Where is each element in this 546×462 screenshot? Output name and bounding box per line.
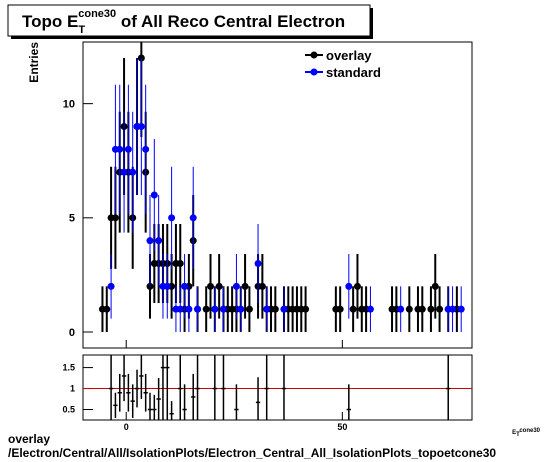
legend-label: standard [326,65,381,80]
y-tick-label: 0 [69,327,75,339]
chart-title: Topo ETcone30 of All Reco Central Electr… [22,8,345,36]
marker [418,305,426,313]
marker [427,305,435,313]
marker [254,260,262,268]
marker [449,305,457,313]
marker [237,305,245,313]
legend-label: overlay [326,48,372,63]
marker [176,305,184,313]
marker [129,168,137,176]
marker [302,305,310,313]
marker [150,191,158,199]
footer-line2: /Electron/Central/All/IsolationPlots/Ele… [8,446,496,460]
y-axis-label: Entries [27,42,41,83]
legend-marker [310,68,318,76]
marker [215,282,223,290]
marker [116,145,124,153]
x-tick-label: 50 [337,422,347,432]
main-frame [82,41,473,349]
y-tick-label: 10 [63,99,75,111]
marker [207,282,215,290]
marker [124,145,132,153]
marker [163,282,171,290]
y-tick-label: 1 [70,384,75,394]
marker [168,214,176,222]
x-tick-label: 0 [124,422,129,432]
marker [142,145,150,153]
ratio-frame [82,354,473,421]
marker [146,237,154,245]
marker [189,214,197,222]
marker [155,237,163,245]
marker [345,282,353,290]
y-tick-label: 5 [69,213,75,225]
marker [137,122,145,130]
marker [194,305,202,313]
marker [111,214,119,222]
marker [397,305,405,313]
marker [176,260,184,268]
marker [107,282,115,290]
marker [405,305,413,313]
marker [185,305,193,313]
y-tick-label: 1.5 [62,363,75,373]
marker [103,305,111,313]
footer-line1: overlay [8,432,50,446]
marker [436,305,444,313]
x-axis-label: ETcone30 [512,428,541,438]
marker [366,305,374,313]
marker [120,168,128,176]
legend-marker [310,51,318,59]
marker [349,305,357,313]
y-tick-label: 0.5 [62,405,75,415]
marker [232,282,240,290]
marker [241,282,249,290]
title-box [7,4,371,37]
marker [280,305,288,313]
marker [353,282,361,290]
marker [258,282,266,290]
marker [219,305,227,313]
marker [245,305,253,313]
marker [263,305,271,313]
marker [211,305,219,313]
marker [457,305,465,313]
marker [271,305,279,313]
marker [336,305,344,313]
marker [181,282,189,290]
marker [431,282,439,290]
marker [202,305,210,313]
